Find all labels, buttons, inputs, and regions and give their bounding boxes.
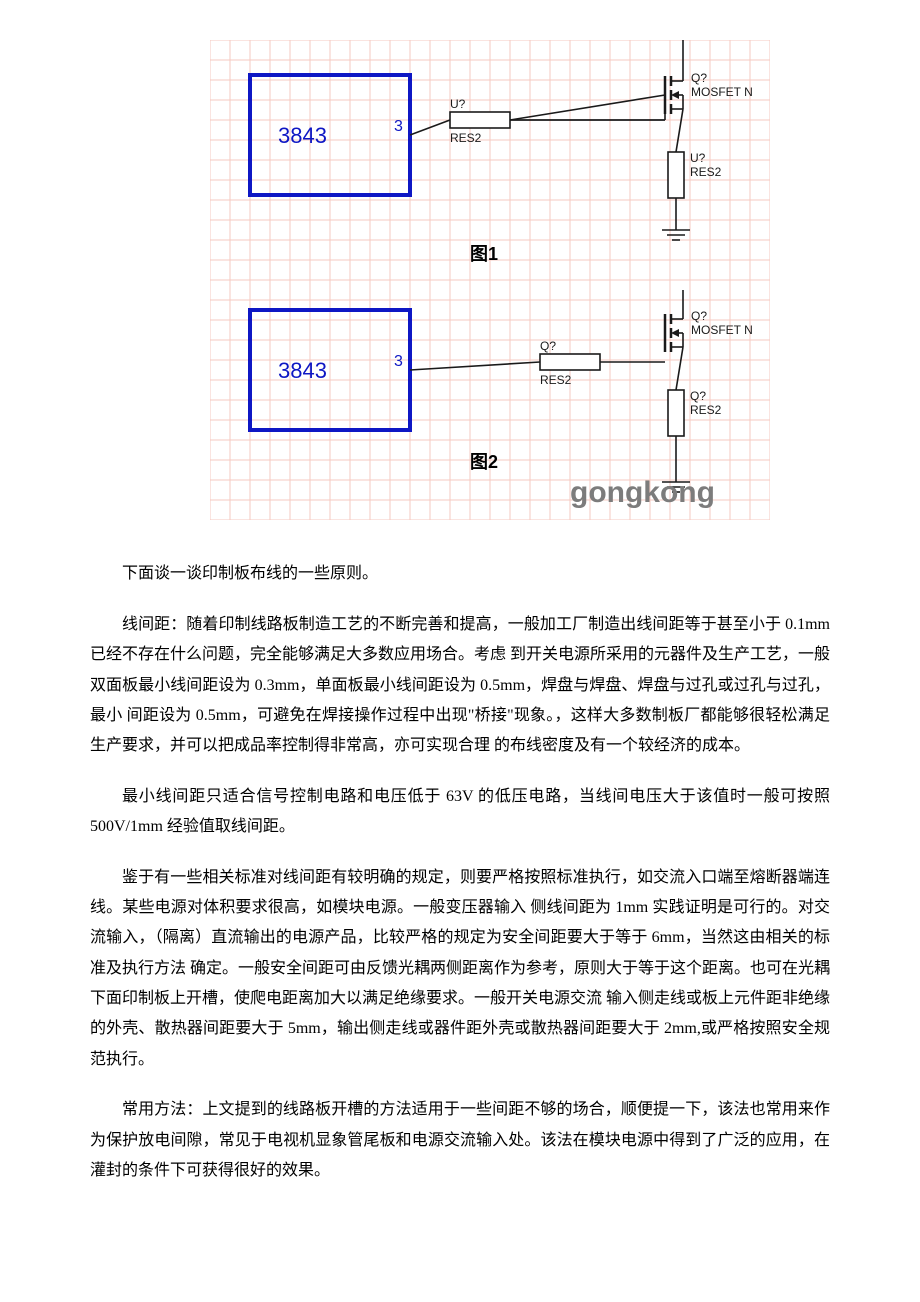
svg-text:RES2: RES2 xyxy=(690,403,722,417)
paragraph-1: 下面谈一谈印制板布线的一些原则。 xyxy=(90,559,830,589)
paragraph-5: 常用方法：上文提到的线路板开槽的方法适用于一些间距不够的场合，顺便提一下，该法也… xyxy=(90,1095,830,1186)
paragraph-3: 最小线间距只适合信号控制电路和电压低于 63V 的低压电路，当线间电压大于该值时… xyxy=(90,782,830,843)
page: 38433U?RES2Q?MOSFET NU?RES2图138433Q?RES2… xyxy=(0,0,920,1266)
svg-text:Q?: Q? xyxy=(691,309,707,323)
svg-text:图1: 图1 xyxy=(470,244,498,264)
svg-text:gongkong: gongkong xyxy=(570,476,715,509)
svg-text:图2: 图2 xyxy=(470,452,498,472)
svg-text:Q?: Q? xyxy=(690,389,706,403)
svg-text:3: 3 xyxy=(394,118,403,135)
svg-text:U?: U? xyxy=(450,97,466,111)
svg-text:RES2: RES2 xyxy=(540,373,572,387)
paragraph-2: 线间距：随着印制线路板制造工艺的不断完善和提高，一般加工厂制造出线间距等于甚至小… xyxy=(90,610,830,762)
svg-text:RES2: RES2 xyxy=(690,165,722,179)
svg-text:U?: U? xyxy=(690,151,706,165)
svg-text:3843: 3843 xyxy=(278,123,327,148)
paragraph-4: 鉴于有一些相关标准对线间距有较明确的规定，则要严格按照标准执行，如交流入口端至熔… xyxy=(90,863,830,1076)
schematic-figure: 38433U?RES2Q?MOSFET NU?RES2图138433Q?RES2… xyxy=(150,40,830,531)
svg-text:3843: 3843 xyxy=(278,358,327,383)
svg-text:Q?: Q? xyxy=(691,71,707,85)
svg-text:3: 3 xyxy=(394,353,403,370)
svg-text:RES2: RES2 xyxy=(450,131,482,145)
svg-text:MOSFET N: MOSFET N xyxy=(691,323,753,337)
svg-text:Q?: Q? xyxy=(540,339,556,353)
svg-text:MOSFET N: MOSFET N xyxy=(691,85,753,99)
